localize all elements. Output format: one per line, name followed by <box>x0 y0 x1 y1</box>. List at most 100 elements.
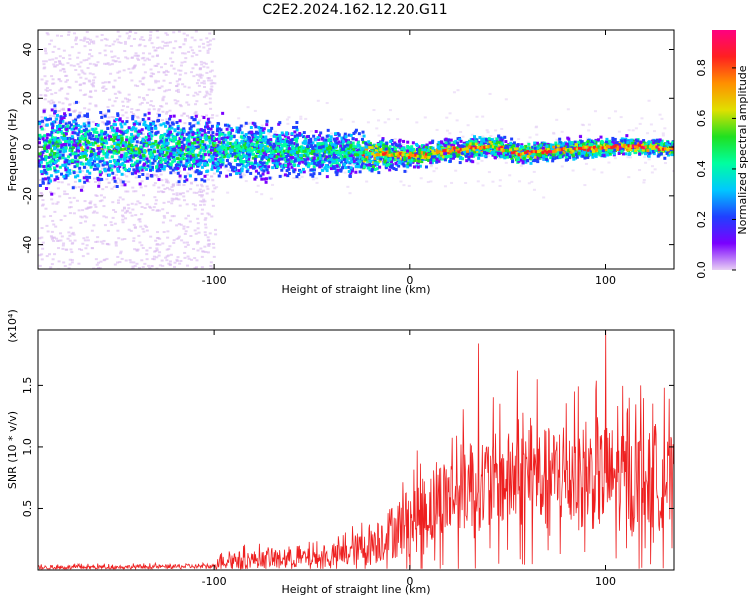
spectrogram-cell <box>208 101 212 104</box>
spectrogram-cell <box>63 193 67 196</box>
spectrogram-cell <box>147 137 151 141</box>
spectrogram-cell <box>387 118 391 121</box>
spectrogram-cell <box>45 123 49 127</box>
spectrogram-cell <box>72 233 76 236</box>
spectrogram-cell <box>176 256 180 259</box>
spectrogram-cell <box>257 171 261 175</box>
spectrogram-cell <box>339 160 343 164</box>
spectrogram-cell <box>147 154 151 157</box>
spectrogram-cell <box>63 70 67 73</box>
spectrogram-cell <box>101 121 105 124</box>
spectrogram-cell <box>241 162 245 166</box>
spectrogram-cell <box>137 132 141 136</box>
chart-title: C2E2.2024.162.12.20.G11 <box>262 2 447 18</box>
spectrogram-cell <box>132 261 136 264</box>
spectrogram-cell <box>164 178 168 181</box>
spectrogram-cell <box>363 159 367 163</box>
spectrogram-cell <box>133 264 137 267</box>
spectrogram-cell <box>39 94 43 97</box>
spectrogram-cell <box>311 178 315 181</box>
spectrogram-cell <box>189 188 193 191</box>
spectrogram-cell <box>86 37 90 40</box>
spectrogram-cell <box>78 65 82 68</box>
spectrogram-cell <box>179 157 183 161</box>
spectrogram-cell <box>325 134 329 138</box>
spectrogram-cell <box>177 183 181 186</box>
spectrogram-cell <box>578 139 582 143</box>
spectrogram-cell <box>260 163 264 167</box>
spectrogram-cell <box>264 153 268 157</box>
spectrogram-cell <box>138 103 142 106</box>
spectrogram-cell <box>160 163 164 167</box>
spectrogram-cell <box>206 236 210 239</box>
spectrogram-cell <box>254 175 258 179</box>
spectrogram-cell <box>88 48 92 51</box>
spectrogram-cell <box>432 170 436 173</box>
spectrogram-cell <box>213 82 217 85</box>
spectrogram-cell <box>70 46 74 49</box>
spectrogram-cell <box>368 141 372 145</box>
spectrogram-cell <box>255 147 259 151</box>
spectrogram-cell <box>52 101 56 104</box>
spectrogram-cell <box>398 160 402 164</box>
spectrogram-cell <box>520 143 524 147</box>
spectrogram-cell <box>156 231 160 234</box>
spectrogram-cell <box>96 144 100 148</box>
spectrogram-cell <box>342 162 346 166</box>
spectrogram-cell <box>172 198 176 201</box>
spectrogram-cell <box>173 166 177 170</box>
spectrogram-cell <box>166 211 170 214</box>
spectrogram-cell <box>91 120 95 123</box>
spectrogram-cell <box>161 47 165 50</box>
spectrogram-cell <box>161 40 165 43</box>
spectrogram-cell <box>204 62 208 65</box>
spectrogram-cell <box>183 179 187 183</box>
spectrogram-cell <box>79 221 83 224</box>
spectrogram-cell <box>87 206 91 209</box>
spectrogram-cell <box>83 215 87 218</box>
spectrogram-cell <box>168 81 172 84</box>
spectrogram-cell <box>196 153 200 157</box>
spectrogram-cell <box>377 134 381 137</box>
spectrogram-cell <box>190 116 194 120</box>
spectrogram-cell <box>551 143 555 147</box>
spectrogram-cell <box>243 134 247 138</box>
spectrogram-cell <box>138 241 142 244</box>
spectrogram-cell <box>138 172 142 175</box>
spectrogram-cell <box>163 187 167 190</box>
spectrogram-cell <box>178 177 182 180</box>
spectrogram-cell <box>657 153 661 157</box>
spectrogram-cell <box>157 209 161 212</box>
spectrogram-cell <box>179 223 183 226</box>
spectrogram-cell <box>245 154 249 158</box>
spectrogram-cell <box>146 124 150 128</box>
spectrogram-cell <box>88 80 92 83</box>
spectrogram-cell <box>205 92 209 95</box>
spectrogram-cell <box>83 38 87 41</box>
spectrogram-cell <box>54 225 58 228</box>
spectrogram-cell <box>658 113 662 116</box>
spectrogram-cell <box>45 224 49 227</box>
spectrogram-cell <box>257 126 261 130</box>
spectrogram-cell <box>150 42 154 45</box>
spectrogram-cell <box>208 32 212 35</box>
spectrogram-cell <box>315 181 319 184</box>
spectrogram-cell <box>361 140 365 144</box>
spectrogram-cell <box>211 242 215 245</box>
spectrogram-cell <box>194 122 198 125</box>
spectrogram-cell <box>253 157 257 161</box>
spectrogram-cell <box>202 198 206 201</box>
spectrogram-cell <box>149 137 153 141</box>
spectrogram-cell <box>290 165 294 169</box>
spectrogram-cell <box>163 62 167 65</box>
spectrogram-cell <box>193 229 197 232</box>
spectrogram-cell <box>142 136 146 139</box>
spectrogram-cell <box>87 79 91 82</box>
spectrogram-cell <box>126 98 130 101</box>
spectrogram-cell <box>69 248 73 251</box>
spectrogram-cell <box>319 131 323 135</box>
spectrogram-cell <box>146 126 150 130</box>
spectrogram-cell <box>145 258 149 261</box>
spectrogram-cell <box>240 169 244 173</box>
spectrogram-cell <box>197 161 201 165</box>
